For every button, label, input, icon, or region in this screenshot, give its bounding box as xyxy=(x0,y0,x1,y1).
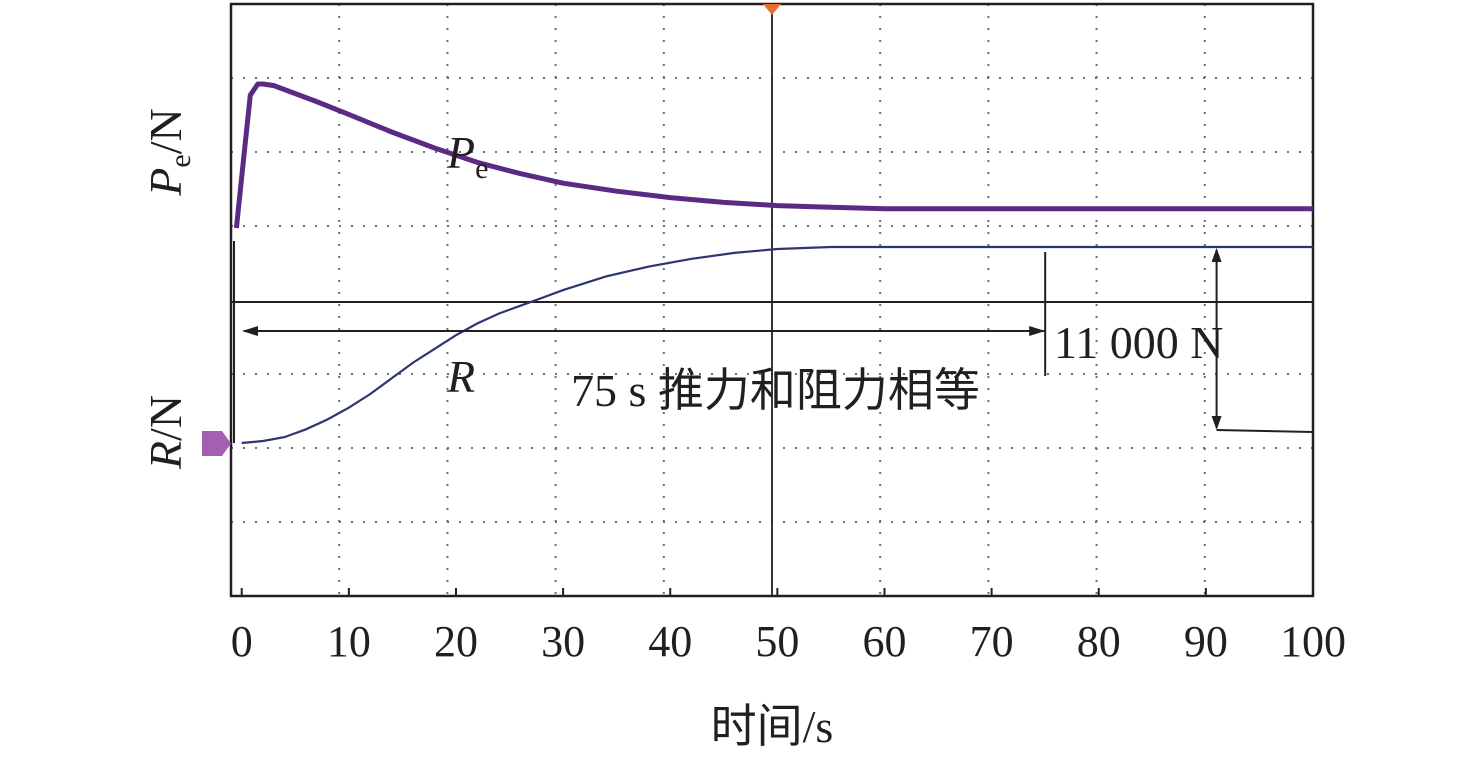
x-tick-label: 90 xyxy=(1184,617,1228,666)
x-tick-label: 40 xyxy=(648,617,692,666)
y-axis-label-top: Pe/N xyxy=(140,108,197,196)
annotation-time-text: 75 s 推力和阻力相等 xyxy=(571,365,980,416)
x-tick-label: 10 xyxy=(327,617,371,666)
trigger-marker-top xyxy=(763,4,781,15)
y-axis-label-bottom: R/N xyxy=(140,395,191,470)
time-span-arrowhead-right xyxy=(1029,326,1046,336)
annotation-force-text: 11 000 N xyxy=(1054,317,1224,368)
x-tick-marks xyxy=(240,588,1314,596)
time-span-arrowhead-left xyxy=(242,326,258,336)
x-tick-label: 50 xyxy=(755,617,799,666)
x-tick-label: 60 xyxy=(862,617,906,666)
x-tick-label: 0 xyxy=(231,617,253,666)
series-label-pe: Pe xyxy=(446,127,488,185)
x-tick-label: 70 xyxy=(970,617,1014,666)
x-tick-labels: 0 10 20 30 40 50 60 70 80 90 100 xyxy=(231,617,1346,666)
x-tick-label: 80 xyxy=(1077,617,1121,666)
series-group xyxy=(233,81,1313,445)
x-tick-label: 30 xyxy=(541,617,585,666)
force-span-arrowhead-bottom xyxy=(1211,416,1222,430)
annotation-marks xyxy=(242,248,1314,433)
x-tick-label: 20 xyxy=(434,617,478,666)
series-line-r xyxy=(241,245,1313,445)
x-axis-label: 时间/s xyxy=(711,701,834,752)
series-line-pe xyxy=(233,81,1313,229)
channel-marker-left xyxy=(202,431,231,456)
series-label-r: R xyxy=(446,351,475,402)
force-span-arrowhead-top xyxy=(1211,248,1222,262)
x-tick-label: 100 xyxy=(1280,617,1346,666)
force-baseline-line xyxy=(1216,429,1314,433)
